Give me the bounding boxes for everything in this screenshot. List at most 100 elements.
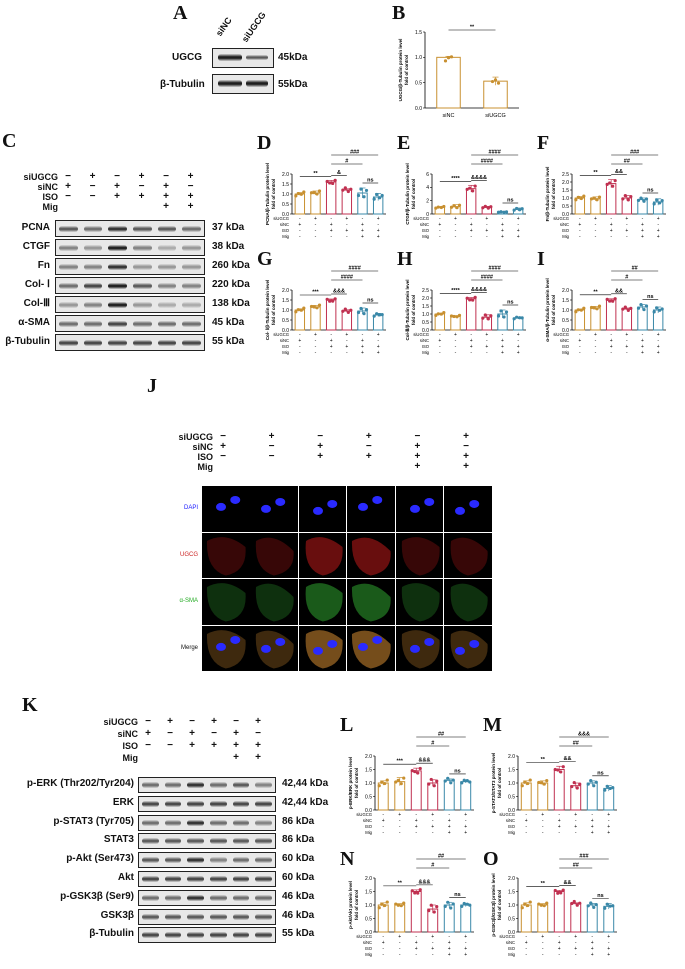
condition-symbol: - — [382, 824, 384, 830]
blot-strip — [138, 871, 276, 887]
significance-label: ## — [573, 741, 579, 747]
nucleus — [216, 502, 226, 511]
condition-symbol: + — [558, 940, 561, 946]
condition-symbol: + — [558, 946, 561, 952]
y-axis-label: Fn/β-Tubulin protein level — [545, 167, 550, 222]
condition-symbol: - — [432, 818, 434, 824]
condition-symbol: - — [608, 818, 610, 824]
y-axis-label: α-SMA/β-Tubulin protein level — [545, 278, 550, 341]
condition-label: Mig — [422, 350, 429, 355]
data-point — [597, 304, 602, 308]
significance-label: &&& — [419, 879, 431, 885]
data-point — [416, 891, 420, 895]
significance-label: && — [564, 880, 572, 886]
data-point — [435, 779, 439, 783]
data-point — [644, 197, 649, 201]
data-point — [518, 316, 522, 320]
condition-symbol: - — [642, 216, 644, 222]
data-point — [490, 79, 495, 84]
blot-band — [142, 932, 159, 939]
condition-symbol: + — [625, 344, 628, 350]
blot-band — [83, 301, 103, 308]
condition-symbol: + — [641, 234, 644, 240]
condition-symbol: - — [455, 344, 457, 350]
blot-label: β-Tubulin — [5, 335, 50, 347]
condition-symbol: - — [470, 350, 472, 356]
data-point — [623, 305, 627, 309]
blot-band — [210, 876, 227, 882]
y-tick-label: 1.0 — [422, 312, 429, 318]
blot-strip — [138, 927, 276, 944]
nucleus — [216, 642, 226, 651]
data-point — [572, 899, 576, 904]
condition-symbol: - — [382, 946, 384, 952]
condition-symbol: + — [657, 332, 660, 338]
y-tick-label: 0.0 — [508, 808, 515, 814]
data-point — [356, 193, 361, 198]
condition-symbol: + — [454, 216, 457, 222]
data-point — [333, 178, 337, 182]
data-point — [481, 316, 485, 320]
data-point — [328, 299, 332, 303]
condition-symbol: - — [486, 234, 488, 240]
blot-band — [164, 932, 182, 939]
cell-body — [206, 583, 246, 622]
condition-label: siNC — [506, 818, 515, 823]
significance-label: #### — [481, 275, 493, 281]
condition-label: siUGCG — [103, 717, 138, 727]
blot-band — [133, 225, 152, 232]
y-tick-label: 2.0 — [422, 296, 429, 302]
bar — [586, 782, 598, 811]
y-axis-label: p-Akt/Akt protein level — [348, 881, 353, 929]
condition-symbol: - — [610, 350, 612, 356]
condition-label: Mig — [422, 234, 429, 239]
condition-symbol: + — [298, 338, 301, 344]
blot-band — [164, 876, 182, 882]
cell-body — [352, 583, 391, 622]
condition-symbol: − — [167, 728, 173, 739]
blot-band — [133, 263, 152, 270]
significance-label: **** — [451, 288, 460, 294]
blot-band — [59, 244, 78, 251]
data-point — [578, 782, 582, 786]
condition-symbol: + — [574, 812, 577, 818]
data-point — [449, 205, 454, 209]
data-point — [611, 904, 615, 908]
condition-label: siNC — [37, 182, 58, 192]
data-point — [644, 304, 649, 308]
blot-label: CTGF — [22, 240, 50, 252]
significance-label: &&& — [578, 732, 590, 738]
nucleus — [455, 646, 465, 655]
blot-label: PCNA — [21, 221, 50, 233]
blot-band — [232, 913, 250, 920]
data-point — [629, 194, 633, 199]
significance-label: ** — [593, 170, 598, 176]
condition-symbol: − — [268, 451, 275, 462]
condition-symbol: + — [330, 344, 333, 350]
condition-symbol: + — [641, 344, 644, 350]
condition-symbol: + — [464, 934, 467, 940]
data-point — [325, 179, 329, 184]
condition-label: siNC — [560, 338, 569, 343]
condition-symbol: − — [220, 431, 226, 442]
blot-band — [59, 339, 78, 346]
y-tick-label: 2.0 — [562, 288, 569, 294]
data-point — [579, 196, 583, 201]
blot-band — [108, 301, 127, 308]
blot-label: ERK — [112, 796, 134, 808]
condition-symbol: − — [145, 716, 151, 727]
blot-band — [187, 857, 204, 864]
data-point — [660, 307, 664, 311]
data-point — [486, 317, 490, 321]
condition-symbol: - — [579, 344, 581, 350]
condition-symbol: - — [362, 216, 364, 222]
data-point — [380, 313, 384, 317]
condition-label: siNC — [420, 222, 429, 227]
chart-o: 0.0 0.5 1.0 1.5 2.0 p-GSK3β/GSK3β protein lev… — [488, 852, 623, 964]
data-point — [594, 780, 598, 784]
blot-band — [108, 263, 127, 270]
condition-symbol: - — [415, 934, 417, 940]
bar — [325, 181, 337, 215]
condition-symbol: - — [525, 934, 527, 940]
blot-band — [210, 913, 227, 920]
